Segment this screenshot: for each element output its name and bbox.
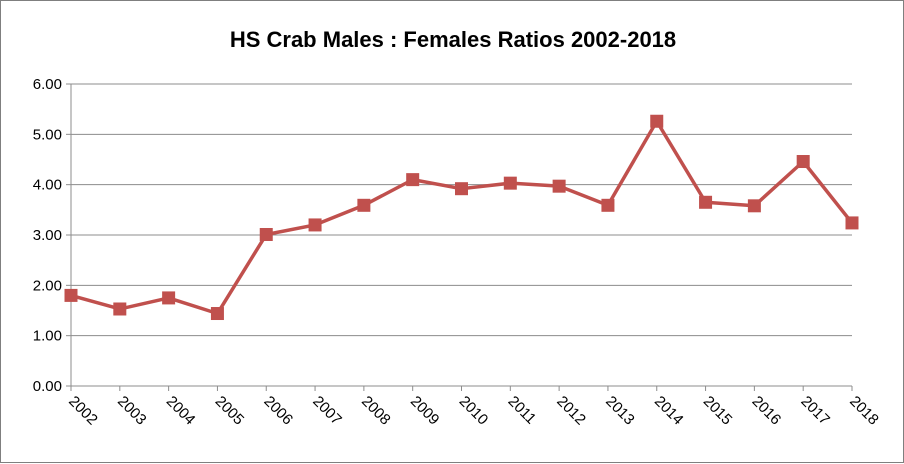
y-axis-tick-labels: 0.00 1.00 2.00 3.00 4.00 5.00 6.00 bbox=[33, 76, 62, 395]
data-point-marker bbox=[162, 291, 176, 305]
x-tick-label: 2012 bbox=[553, 393, 589, 429]
y-tick-label: 2.00 bbox=[33, 277, 62, 294]
data-point-marker bbox=[650, 114, 664, 128]
x-tick-label: 2006 bbox=[260, 393, 296, 429]
data-point-marker bbox=[357, 198, 371, 212]
data-point-marker bbox=[210, 307, 224, 321]
data-series bbox=[64, 114, 859, 321]
data-point-marker bbox=[406, 173, 420, 187]
y-tick-label: 6.00 bbox=[33, 76, 62, 93]
x-tick-label: 2015 bbox=[700, 393, 736, 429]
x-axis-tick-labels: 2002 2003 2004 2005 2006 2007 2008 2009 2010 2011… bbox=[65, 393, 882, 429]
x-tick-label: 2004 bbox=[163, 393, 199, 429]
x-tick-label: 2018 bbox=[846, 393, 882, 429]
x-tick-label: 2014 bbox=[651, 393, 687, 429]
data-point-marker bbox=[503, 176, 517, 190]
x-tick-label: 2016 bbox=[749, 393, 785, 429]
data-point-marker bbox=[64, 288, 78, 302]
gridlines bbox=[71, 83, 852, 337]
y-tick-label: 5.00 bbox=[33, 126, 62, 143]
x-tick-label: 2005 bbox=[212, 393, 248, 429]
x-tick-label: 2009 bbox=[407, 393, 443, 429]
series-line bbox=[69, 119, 854, 316]
y-tick-label: 1.00 bbox=[33, 328, 62, 345]
x-tick-label: 2013 bbox=[602, 393, 638, 429]
data-point-marker bbox=[259, 227, 273, 241]
data-point-marker bbox=[552, 179, 566, 193]
y-tick-label: 4.00 bbox=[33, 177, 62, 194]
data-point-marker bbox=[747, 199, 761, 213]
x-tick-label: 2011 bbox=[504, 393, 539, 428]
x-tick-label: 2010 bbox=[456, 393, 492, 429]
y-tick-label: 0.00 bbox=[33, 378, 62, 395]
axes bbox=[66, 83, 853, 391]
data-point-marker bbox=[699, 195, 713, 209]
x-tick-label: 2008 bbox=[358, 393, 394, 429]
data-point-marker bbox=[601, 198, 615, 212]
data-point-marker bbox=[845, 216, 859, 230]
x-tick-label: 2002 bbox=[65, 393, 101, 429]
x-tick-label: 2017 bbox=[797, 393, 833, 429]
x-tick-label: 2003 bbox=[114, 393, 150, 429]
data-point-marker bbox=[308, 218, 322, 232]
data-point-marker bbox=[455, 182, 468, 196]
y-tick-label: 3.00 bbox=[33, 227, 62, 244]
data-point-marker bbox=[796, 155, 810, 169]
data-point-marker bbox=[113, 302, 127, 316]
chart-title: HS Crab Males : Females Ratios 2002-2018 bbox=[230, 27, 676, 52]
x-tick-label: 2007 bbox=[309, 393, 345, 429]
